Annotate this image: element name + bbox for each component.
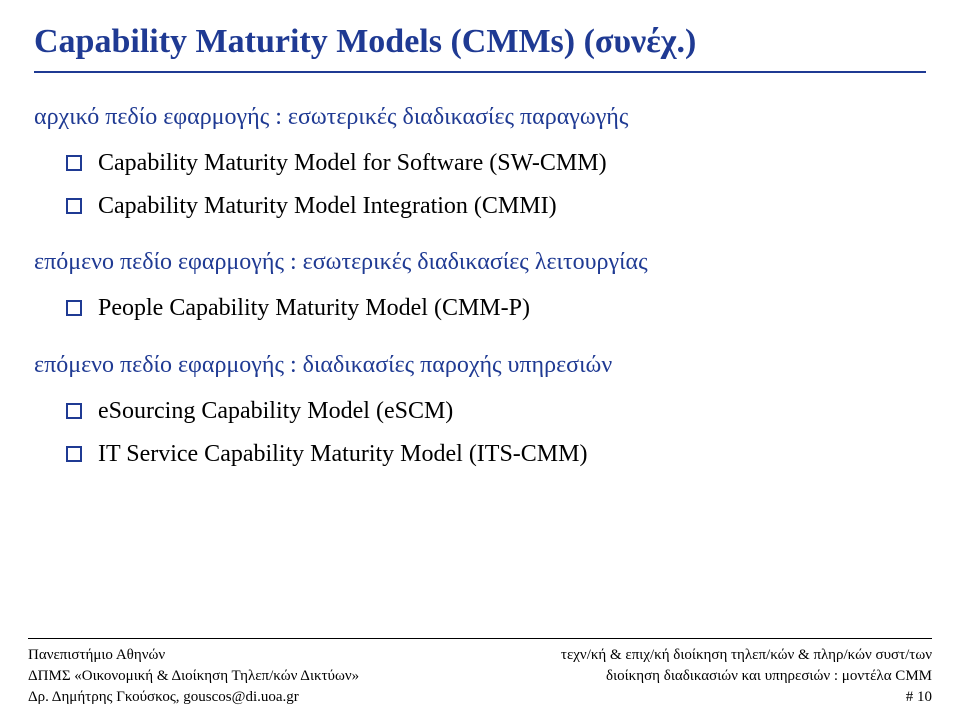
footer-left: Πανεπιστήμιο Αθηνών ΔΠΜΣ «Οικονομική & Δ…	[28, 645, 359, 708]
square-bullet-icon	[66, 446, 82, 462]
list-item: Capability Maturity Model Integration (C…	[66, 190, 926, 222]
footer-divider	[28, 638, 932, 639]
footer-text: ΔΠΜΣ «Οικονομική & Διοίκηση Τηλεπ/κών Δι…	[28, 666, 359, 687]
section-intro: επόμενο πεδίο εφαρμογής : εσωτερικές δια…	[34, 246, 926, 278]
square-bullet-icon	[66, 198, 82, 214]
section-intro: επόμενο πεδίο εφαρμογής : διαδικασίες πα…	[34, 349, 926, 381]
footer-columns: Πανεπιστήμιο Αθηνών ΔΠΜΣ «Οικονομική & Δ…	[28, 645, 932, 708]
section-intro: αρχικό πεδίο εφαρμογής : εσωτερικές διαδ…	[34, 101, 926, 133]
footer-text: Πανεπιστήμιο Αθηνών	[28, 645, 359, 666]
title-underline	[34, 71, 926, 73]
list-item: eSourcing Capability Model (eSCM)	[66, 395, 926, 427]
bullet-text: IT Service Capability Maturity Model (IT…	[98, 438, 587, 470]
footer-text: διοίκηση διαδικασιών και υπηρεσιών : μον…	[561, 666, 932, 687]
footer-text: # 10	[561, 687, 932, 708]
bullet-text: Capability Maturity Model for Software (…	[98, 147, 607, 179]
bullet-text: People Capability Maturity Model (CMM-P)	[98, 292, 530, 324]
slide: Capability Maturity Models (CMMs) (συνέχ…	[0, 0, 960, 720]
bullet-text: eSourcing Capability Model (eSCM)	[98, 395, 453, 427]
list-item: Capability Maturity Model for Software (…	[66, 147, 926, 179]
square-bullet-icon	[66, 155, 82, 171]
list-item: IT Service Capability Maturity Model (IT…	[66, 438, 926, 470]
footer-text: τεχν/κή & επιχ/κή διοίκηση τηλεπ/κών & π…	[561, 645, 932, 666]
square-bullet-icon	[66, 403, 82, 419]
footer-text: Δρ. Δημήτρης Γκούσκος, gouscos@di.uoa.gr	[28, 687, 359, 708]
list-item: People Capability Maturity Model (CMM-P)	[66, 292, 926, 324]
bullet-text: Capability Maturity Model Integration (C…	[98, 190, 557, 222]
footer-right: τεχν/κή & επιχ/κή διοίκηση τηλεπ/κών & π…	[561, 645, 932, 708]
slide-footer: Πανεπιστήμιο Αθηνών ΔΠΜΣ «Οικονομική & Δ…	[0, 628, 960, 720]
square-bullet-icon	[66, 300, 82, 316]
slide-title: Capability Maturity Models (CMMs) (συνέχ…	[34, 22, 926, 63]
